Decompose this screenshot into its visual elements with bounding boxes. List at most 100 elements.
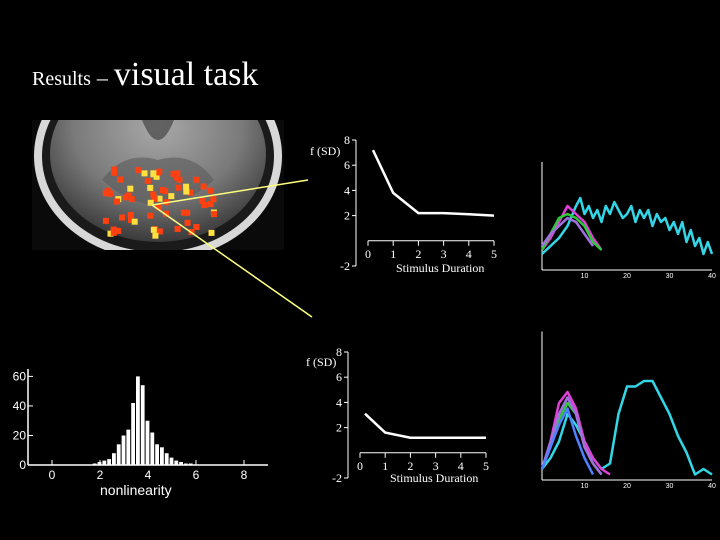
histogram-bar [174, 460, 179, 465]
x-tick-label: 5 [491, 247, 497, 261]
xlabel-bottom: Stimulus Duration [390, 471, 478, 485]
histogram-bar [150, 432, 155, 465]
histogram-bar [97, 462, 102, 465]
title-visual-task: visual task [113, 56, 259, 93]
activation-voxel [111, 169, 118, 176]
y-tick-label: 4 [344, 183, 350, 197]
xlabel-top: Stimulus Duration [396, 261, 484, 275]
x-tick-label: 30 [666, 273, 674, 280]
activation-voxel [156, 195, 163, 202]
nonlinearity-line [364, 412, 486, 439]
activation-voxel [150, 226, 157, 233]
activation-voxel [160, 187, 166, 193]
activation-voxel [184, 219, 191, 226]
y-tick-label: 6 [336, 370, 342, 384]
histogram-bar [160, 447, 164, 465]
timecourse-series-purple [540, 396, 603, 476]
histogram-bar [164, 453, 169, 465]
histogram-bar [179, 462, 183, 465]
timecourse-series-cyan [541, 379, 713, 476]
x-tick-label: 4 [145, 468, 152, 482]
timecourse-chart-bottom: 10 20 30 40 [540, 331, 716, 490]
activation-voxel [128, 196, 135, 202]
ylabel-bottom: f (SD) [306, 355, 336, 369]
activation-voxel [193, 176, 200, 183]
x-tick-label: 2 [97, 468, 104, 482]
timecourse-chart-top: 10 20 30 40 [540, 162, 716, 280]
y-tick-label: -2 [340, 259, 350, 273]
y-tick-label: 4 [336, 395, 342, 409]
y-tick-label: 8 [336, 345, 342, 359]
timecourse-series-magenta [540, 204, 603, 251]
activation-voxel [102, 190, 109, 197]
x-tick-label: 10 [581, 483, 589, 490]
activation-voxel [107, 190, 114, 197]
activation-voxel [131, 218, 138, 225]
activation-voxel [115, 227, 122, 234]
x-tick-label: 3 [441, 247, 447, 261]
activation-voxel [156, 228, 163, 235]
activation-voxel [110, 226, 117, 233]
activation-voxel [147, 212, 154, 219]
histogram-bar [131, 403, 135, 465]
histogram-bar [126, 429, 131, 465]
y-tick-label: 2 [336, 421, 342, 435]
y-tick-label: 40 [13, 399, 27, 413]
activation-voxel [114, 198, 120, 205]
brain-mri-image [32, 120, 284, 250]
activation-voxel [187, 189, 193, 196]
activation-voxel [183, 188, 190, 195]
activation-voxel [119, 214, 125, 221]
x-tick-label: 8 [241, 468, 248, 482]
y-tick-label: 60 [13, 369, 27, 383]
activation-voxel [175, 184, 182, 191]
title-results: Results [32, 68, 91, 90]
activation-voxel [184, 209, 191, 216]
x-tick-label: 40 [708, 483, 716, 490]
timecourse-series-cyan [541, 196, 714, 256]
x-tick-label: 1 [382, 459, 388, 473]
activation-voxel [163, 210, 169, 217]
x-tick-label: 3 [433, 459, 439, 473]
activation-voxel [147, 184, 154, 191]
histogram-bar [92, 463, 97, 465]
y-tick-label: 2 [344, 209, 350, 223]
activation-voxel [117, 176, 123, 183]
activation-voxel [111, 166, 117, 173]
histogram-bar [112, 453, 116, 465]
xlabel-histogram: nonlinearity [100, 482, 172, 498]
y-tick-label: 6 [344, 158, 350, 172]
activation-overlay [102, 166, 217, 239]
activation-voxel [176, 176, 183, 183]
x-tick-label: 0 [357, 459, 363, 473]
histogram-bar [116, 444, 121, 465]
nonlinearity-chart-bottom: f (SD) Stimulus Duration -2 2 4 6 8 0 1 2 3 4 5 [306, 345, 489, 485]
x-tick-label: 5 [483, 459, 489, 473]
y-tick-label: 0 [19, 458, 26, 472]
activation-voxel [211, 211, 217, 218]
nonlinearity-chart-top: f (SD) Stimulus Duration -2 2 4 6 8 0 1 2 3 4 5 [310, 133, 497, 275]
activation-voxel [174, 170, 181, 177]
activation-voxel [102, 217, 109, 224]
activation-voxel [144, 177, 151, 184]
x-tick-label: 0 [49, 468, 56, 482]
x-tick-label: 0 [365, 247, 371, 261]
histogram-bar [102, 460, 107, 465]
slide-title: Results – visual task [32, 56, 258, 94]
activation-voxel [170, 171, 177, 177]
activation-voxel [174, 225, 181, 232]
histogram-bar [188, 463, 193, 465]
activation-voxel [150, 191, 157, 198]
histogram-bar [121, 435, 126, 465]
activation-voxel [193, 224, 200, 230]
histogram-bar [107, 459, 111, 465]
y-tick-label: 20 [13, 428, 27, 442]
activation-voxel [151, 195, 158, 202]
activation-voxel [135, 167, 142, 174]
activation-voxel [201, 202, 208, 208]
histogram-chart: nonlinearity 0 20 40 60 0 2 4 6 8 [13, 369, 268, 498]
activation-voxel [127, 185, 134, 192]
x-tick-label: 2 [407, 459, 413, 473]
ylabel-top: f (SD) [310, 144, 340, 158]
